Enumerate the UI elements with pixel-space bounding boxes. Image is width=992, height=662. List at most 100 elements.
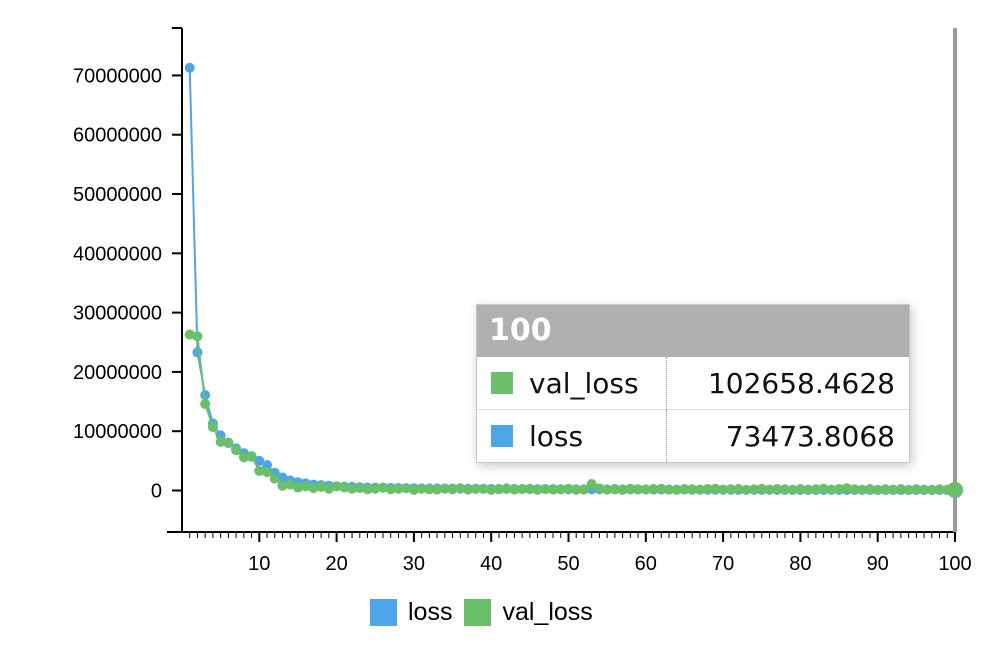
val-loss-point[interactable] bbox=[207, 422, 218, 433]
val-loss-point[interactable] bbox=[911, 484, 922, 495]
val-loss-point[interactable] bbox=[656, 483, 667, 494]
val-loss-point[interactable] bbox=[447, 484, 458, 495]
val-loss-point[interactable] bbox=[586, 478, 597, 489]
val-loss-point[interactable] bbox=[633, 484, 644, 495]
val-loss-point[interactable] bbox=[262, 467, 273, 478]
val-loss-point[interactable] bbox=[555, 484, 566, 495]
val-loss-point[interactable] bbox=[694, 484, 705, 495]
legend-item-loss[interactable]: loss bbox=[370, 598, 452, 627]
val-loss-point[interactable] bbox=[354, 483, 365, 494]
val-loss-point[interactable] bbox=[393, 483, 404, 494]
val-loss-point[interactable] bbox=[532, 484, 543, 495]
val-loss-point[interactable] bbox=[834, 484, 845, 495]
val-loss-point[interactable] bbox=[625, 483, 636, 494]
val-loss-point[interactable] bbox=[285, 479, 296, 490]
val-loss-point[interactable] bbox=[184, 329, 195, 340]
val-loss-point[interactable] bbox=[795, 484, 806, 495]
val-loss-point[interactable] bbox=[679, 484, 690, 495]
val-loss-point[interactable] bbox=[470, 484, 481, 495]
val-loss-point[interactable] bbox=[947, 481, 963, 498]
val-loss-point[interactable] bbox=[571, 484, 582, 495]
val-loss-point[interactable] bbox=[215, 436, 226, 447]
val-loss-point[interactable] bbox=[517, 484, 528, 495]
val-loss-point[interactable] bbox=[648, 484, 659, 495]
val-loss-point[interactable] bbox=[478, 483, 489, 494]
val-loss-point[interactable] bbox=[888, 484, 899, 495]
val-loss-point[interactable] bbox=[895, 484, 906, 495]
val-loss-point[interactable] bbox=[424, 484, 435, 495]
val-loss-point[interactable] bbox=[486, 484, 497, 495]
val-loss-point[interactable] bbox=[269, 473, 280, 484]
val-loss-point[interactable] bbox=[385, 484, 396, 495]
val-loss-point[interactable] bbox=[246, 451, 257, 462]
val-loss-point[interactable] bbox=[640, 484, 651, 495]
val-loss-point[interactable] bbox=[316, 481, 327, 492]
val-loss-point[interactable] bbox=[602, 484, 613, 495]
val-loss-point[interactable] bbox=[192, 331, 203, 342]
val-loss-point[interactable] bbox=[300, 481, 311, 492]
val-loss-point[interactable] bbox=[787, 484, 798, 495]
val-loss-point[interactable] bbox=[501, 483, 512, 494]
val-loss-point[interactable] bbox=[493, 484, 504, 495]
val-loss-point[interactable] bbox=[810, 484, 821, 495]
val-loss-point[interactable] bbox=[362, 484, 373, 495]
val-loss-point[interactable] bbox=[370, 483, 381, 494]
val-loss-point[interactable] bbox=[772, 484, 783, 495]
legend-item-val-loss[interactable]: val_loss bbox=[464, 598, 593, 627]
val-loss-point[interactable] bbox=[741, 484, 752, 495]
val-loss-point[interactable] bbox=[764, 484, 775, 495]
val-loss-point[interactable] bbox=[292, 482, 303, 493]
val-loss-point[interactable] bbox=[663, 484, 674, 495]
loss-point[interactable] bbox=[262, 459, 273, 470]
val-loss-point[interactable] bbox=[872, 484, 883, 495]
loss-point[interactable] bbox=[277, 472, 288, 483]
val-loss-point[interactable] bbox=[903, 484, 914, 495]
val-loss-point[interactable] bbox=[231, 445, 242, 456]
val-loss-point[interactable] bbox=[671, 484, 682, 495]
val-loss-point[interactable] bbox=[864, 484, 875, 495]
val-loss-point[interactable] bbox=[238, 452, 249, 463]
val-loss-point[interactable] bbox=[548, 484, 559, 495]
val-loss-point[interactable] bbox=[347, 483, 358, 494]
val-loss-point[interactable] bbox=[857, 484, 868, 495]
val-loss-point[interactable] bbox=[401, 483, 412, 494]
val-loss-point[interactable] bbox=[540, 484, 551, 495]
val-loss-point[interactable] bbox=[702, 484, 713, 495]
val-loss-point[interactable] bbox=[277, 480, 288, 491]
val-loss-point[interactable] bbox=[416, 483, 427, 494]
val-loss-point[interactable] bbox=[803, 484, 814, 495]
val-loss-point[interactable] bbox=[926, 484, 937, 495]
val-loss-point[interactable] bbox=[377, 482, 388, 493]
val-loss-point[interactable] bbox=[455, 483, 466, 494]
val-loss-point[interactable] bbox=[841, 483, 852, 494]
val-loss-point[interactable] bbox=[710, 483, 721, 494]
val-loss-point[interactable] bbox=[749, 484, 760, 495]
val-loss-point[interactable] bbox=[756, 483, 767, 494]
val-loss-point[interactable] bbox=[254, 465, 265, 476]
val-loss-point[interactable] bbox=[432, 484, 443, 495]
val-loss-point[interactable] bbox=[687, 484, 698, 495]
val-loss-point[interactable] bbox=[223, 437, 234, 448]
val-loss-point[interactable] bbox=[594, 483, 605, 494]
val-loss-point[interactable] bbox=[826, 484, 837, 495]
loss-point[interactable] bbox=[184, 62, 195, 73]
val-loss-point[interactable] bbox=[849, 484, 860, 495]
val-loss-point[interactable] bbox=[609, 484, 620, 495]
val-loss-point[interactable] bbox=[323, 483, 334, 494]
val-loss-point[interactable] bbox=[463, 484, 474, 495]
loss-point[interactable] bbox=[254, 455, 265, 466]
val-loss-point[interactable] bbox=[509, 484, 520, 495]
val-loss-point[interactable] bbox=[563, 483, 574, 494]
loss-point[interactable] bbox=[192, 347, 203, 358]
val-loss-point[interactable] bbox=[439, 483, 450, 494]
val-loss-point[interactable] bbox=[578, 484, 589, 495]
val-loss-point[interactable] bbox=[200, 398, 211, 409]
val-loss-point[interactable] bbox=[617, 484, 628, 495]
val-loss-point[interactable] bbox=[308, 483, 319, 494]
val-loss-point[interactable] bbox=[818, 483, 829, 494]
val-loss-point[interactable] bbox=[880, 484, 891, 495]
val-loss-point[interactable] bbox=[718, 484, 729, 495]
val-loss-point[interactable] bbox=[779, 484, 790, 495]
val-loss-point[interactable] bbox=[524, 483, 535, 494]
val-loss-point[interactable] bbox=[919, 484, 930, 495]
